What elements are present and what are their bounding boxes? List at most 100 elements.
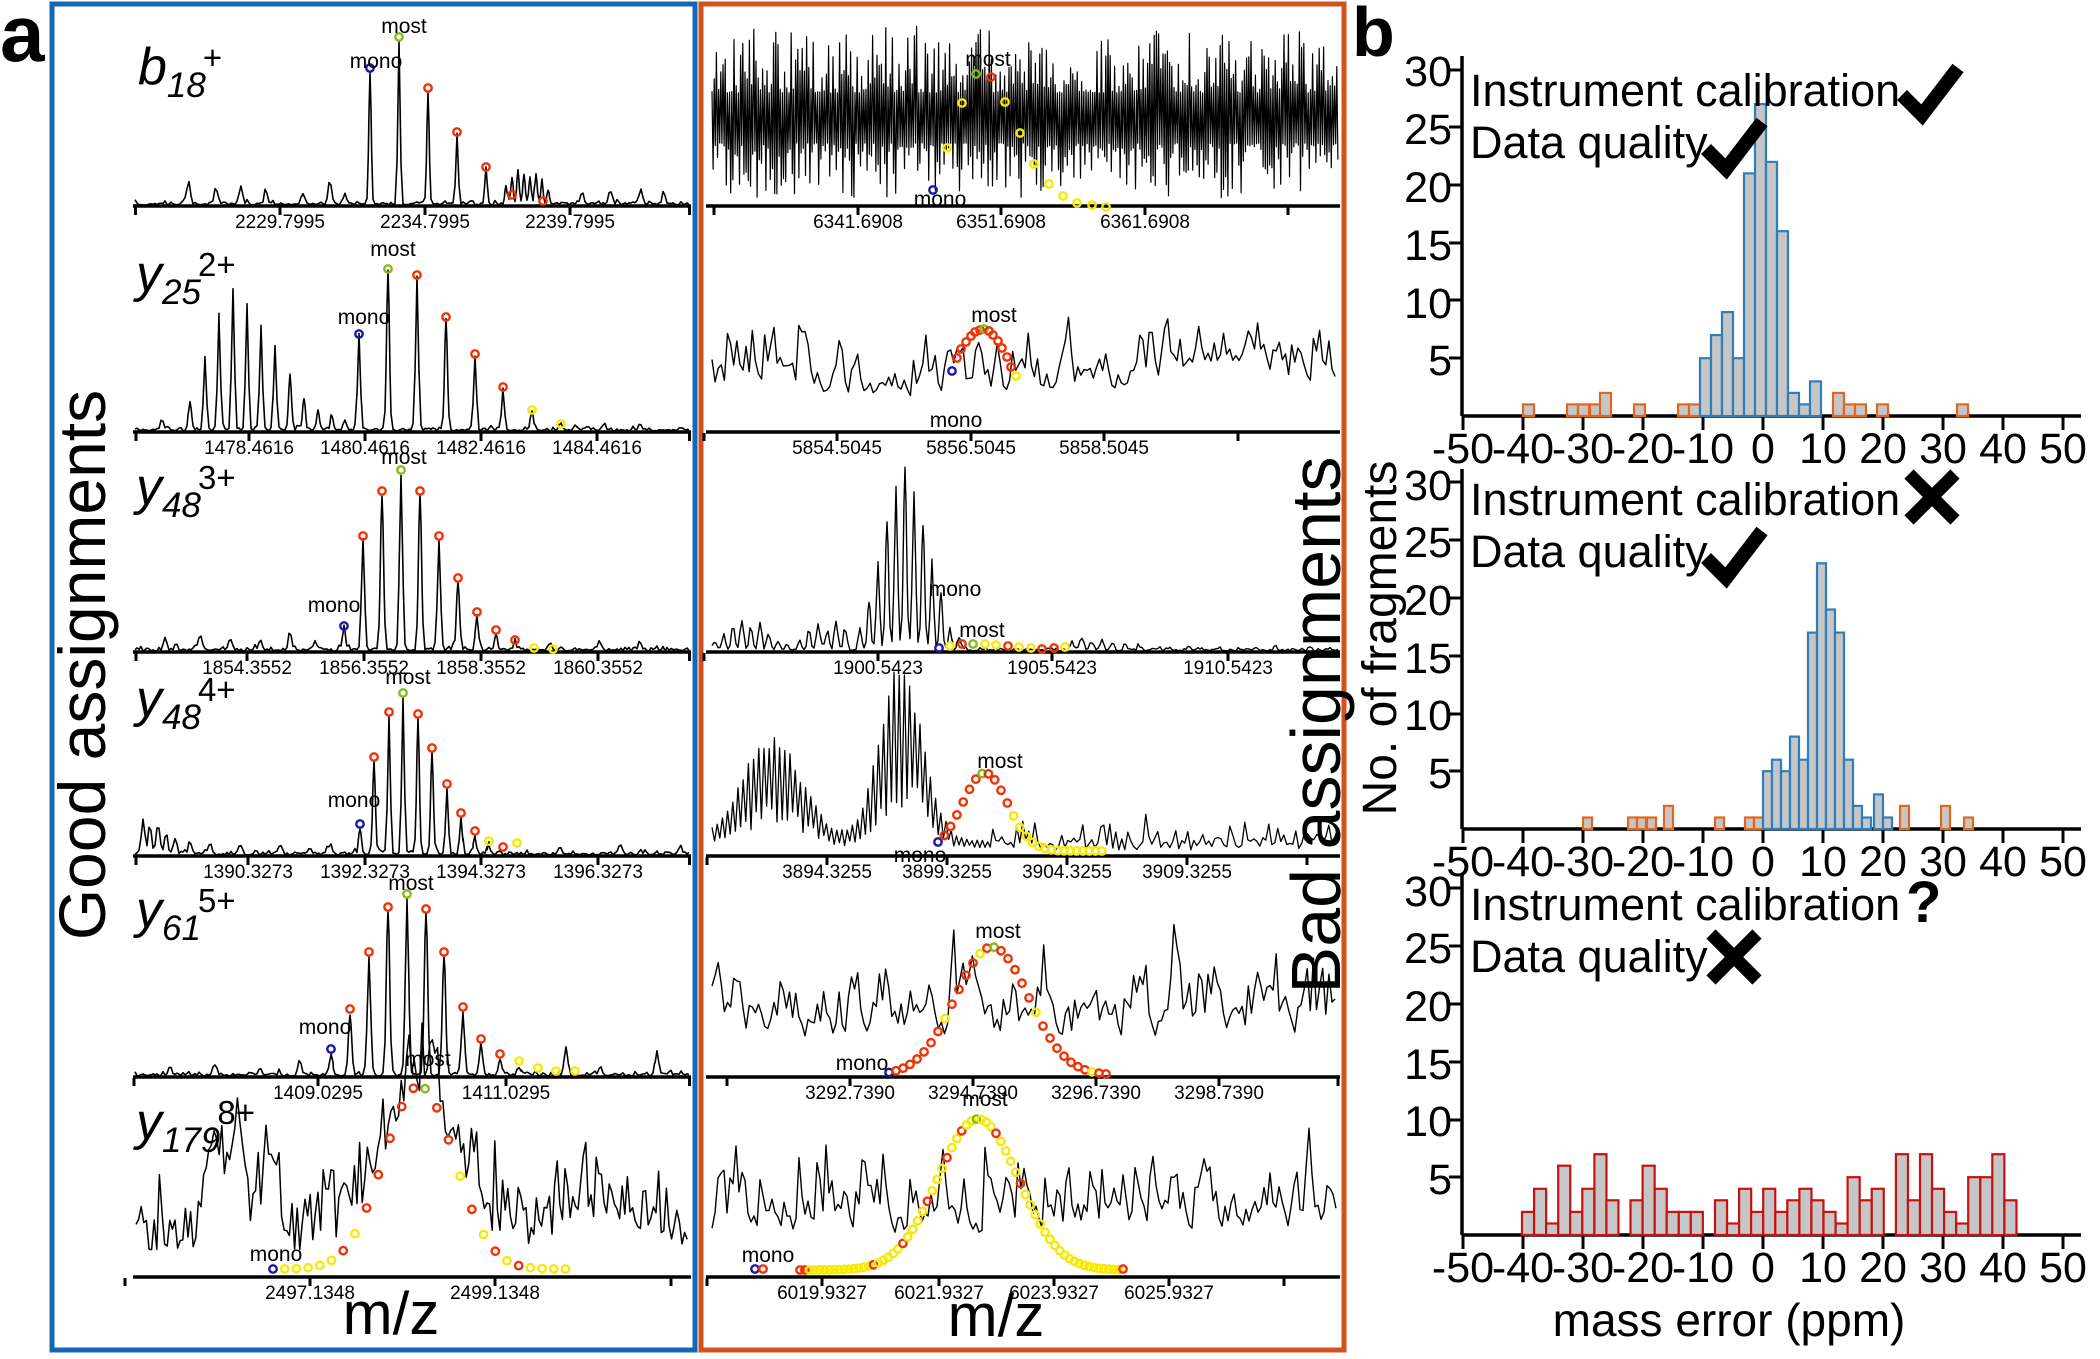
- svg-text:3294.7390: 3294.7390: [928, 1083, 1018, 1104]
- svg-text:1905.5423: 1905.5423: [1007, 658, 1097, 679]
- svg-text:1482.4616: 1482.4616: [436, 438, 526, 459]
- svg-text:most: most: [388, 872, 434, 895]
- svg-text:mono: mono: [914, 188, 967, 211]
- svg-text:most: most: [971, 304, 1017, 327]
- svg-text:y483+: y483+: [133, 458, 236, 525]
- svg-text:2499.1348: 2499.1348: [450, 1283, 540, 1304]
- svg-text:1396.3273: 1396.3273: [553, 862, 643, 883]
- svg-text:mono: mono: [742, 1244, 795, 1267]
- svg-text:5854.5045: 5854.5045: [792, 438, 882, 459]
- svg-text:m/z: m/z: [948, 1282, 1045, 1349]
- svg-text:3894.3255: 3894.3255: [782, 862, 872, 883]
- svg-text:25: 25: [1404, 519, 1452, 567]
- svg-text:most: most: [381, 15, 427, 38]
- svg-text:15: 15: [1404, 222, 1452, 270]
- svg-text:-20: -20: [1612, 425, 1674, 473]
- svg-text:m/z: m/z: [343, 1280, 440, 1347]
- svg-text:20: 20: [1859, 838, 1907, 886]
- svg-text:30: 30: [1919, 425, 1967, 473]
- svg-text:25: 25: [1404, 925, 1452, 973]
- svg-text:mono: mono: [308, 594, 361, 617]
- svg-text:1860.3552: 1860.3552: [553, 658, 643, 679]
- svg-text:10: 10: [1404, 692, 1452, 740]
- svg-text:Bad assignments: Bad assignments: [1277, 457, 1355, 994]
- svg-text:6351.6908: 6351.6908: [956, 212, 1046, 233]
- svg-text:-40: -40: [1492, 838, 1554, 886]
- svg-text:3292.7390: 3292.7390: [805, 1083, 895, 1104]
- svg-text:Instrument calibration: Instrument calibration: [1470, 879, 1900, 930]
- svg-text:3909.3255: 3909.3255: [1142, 862, 1232, 883]
- svg-text:1390.3273: 1390.3273: [203, 862, 293, 883]
- svg-text:most: most: [381, 446, 427, 469]
- svg-text:most: most: [962, 1088, 1008, 1111]
- svg-text:2229.7995: 2229.7995: [235, 212, 325, 233]
- svg-text:1910.5423: 1910.5423: [1183, 658, 1273, 679]
- svg-text:3899.3255: 3899.3255: [902, 862, 992, 883]
- svg-text:30: 30: [1404, 48, 1452, 96]
- svg-text:50: 50: [2039, 425, 2087, 473]
- svg-text:5: 5: [1428, 337, 1452, 385]
- svg-text:most: most: [959, 619, 1005, 642]
- svg-text:6341.6908: 6341.6908: [813, 212, 903, 233]
- svg-text:mono: mono: [929, 578, 982, 601]
- svg-text:1484.4616: 1484.4616: [552, 438, 642, 459]
- svg-text:1478.4616: 1478.4616: [204, 438, 294, 459]
- svg-text:1480.4616: 1480.4616: [320, 438, 410, 459]
- svg-text:10: 10: [1799, 838, 1847, 886]
- svg-text:-10: -10: [1672, 1244, 1734, 1292]
- svg-text:mono: mono: [338, 306, 391, 329]
- svg-text:Instrument calibration: Instrument calibration: [1470, 474, 1900, 525]
- svg-text:40: 40: [1979, 1244, 2027, 1292]
- svg-text:Data quality: Data quality: [1470, 931, 1708, 982]
- svg-text:5: 5: [1428, 1156, 1452, 1204]
- svg-text:5856.5045: 5856.5045: [926, 438, 1016, 459]
- svg-text:1409.0295: 1409.0295: [273, 1083, 363, 1104]
- svg-text:No. of fragments: No. of fragments: [1354, 461, 1407, 816]
- svg-text:Good assignments: Good assignments: [45, 390, 119, 940]
- svg-text:50: 50: [2039, 1244, 2087, 1292]
- svg-text:10: 10: [1404, 280, 1452, 328]
- svg-text:0: 0: [1751, 838, 1775, 886]
- svg-text:20: 20: [1404, 164, 1452, 212]
- svg-text:-50: -50: [1432, 425, 1494, 473]
- svg-text:6025.9327: 6025.9327: [1124, 1283, 1214, 1304]
- svg-text:-20: -20: [1612, 1244, 1674, 1292]
- svg-text:2234.7995: 2234.7995: [380, 212, 470, 233]
- svg-text:1854.3552: 1854.3552: [202, 658, 292, 679]
- svg-text:mono: mono: [328, 789, 381, 812]
- svg-text:20: 20: [1404, 983, 1452, 1031]
- svg-text:3298.7390: 3298.7390: [1174, 1083, 1264, 1104]
- svg-text:10: 10: [1799, 425, 1847, 473]
- svg-text:1411.0295: 1411.0295: [462, 1083, 550, 1104]
- svg-text:-30: -30: [1552, 425, 1614, 473]
- svg-text:15: 15: [1404, 635, 1452, 683]
- svg-text:15: 15: [1404, 1041, 1452, 1089]
- svg-text:2239.7995: 2239.7995: [525, 212, 615, 233]
- svg-text:-30: -30: [1552, 838, 1614, 886]
- svg-text:3904.3255: 3904.3255: [1022, 862, 1112, 883]
- svg-text:mono: mono: [894, 844, 947, 867]
- svg-text:1394.3273: 1394.3273: [436, 862, 526, 883]
- svg-text:mono: mono: [836, 1052, 889, 1075]
- svg-text:20: 20: [1859, 425, 1907, 473]
- svg-text:Data quality: Data quality: [1470, 117, 1708, 168]
- svg-text:1392.3273: 1392.3273: [320, 862, 410, 883]
- svg-text:25: 25: [1404, 106, 1452, 154]
- svg-text:Instrument calibration: Instrument calibration: [1470, 65, 1900, 116]
- svg-text:most: most: [977, 750, 1023, 773]
- svg-text:-10: -10: [1672, 838, 1734, 886]
- svg-text:10: 10: [1404, 1098, 1452, 1146]
- svg-text:30: 30: [1919, 1244, 1967, 1292]
- svg-text:most: most: [405, 1048, 451, 1071]
- svg-text:mono: mono: [299, 1016, 352, 1039]
- svg-text:Data quality: Data quality: [1470, 526, 1708, 577]
- svg-text:-30: -30: [1552, 1244, 1614, 1292]
- svg-text:30: 30: [1404, 462, 1452, 510]
- svg-text:-40: -40: [1492, 1244, 1554, 1292]
- svg-text:-50: -50: [1432, 1244, 1494, 1292]
- svg-text:3296.7390: 3296.7390: [1051, 1083, 1141, 1104]
- svg-text:mass error (ppm): mass error (ppm): [1553, 1294, 1906, 1346]
- svg-text:-10: -10: [1672, 425, 1734, 473]
- svg-text:6023.9327: 6023.9327: [1009, 1283, 1099, 1304]
- svg-text:1856.3552: 1856.3552: [319, 658, 409, 679]
